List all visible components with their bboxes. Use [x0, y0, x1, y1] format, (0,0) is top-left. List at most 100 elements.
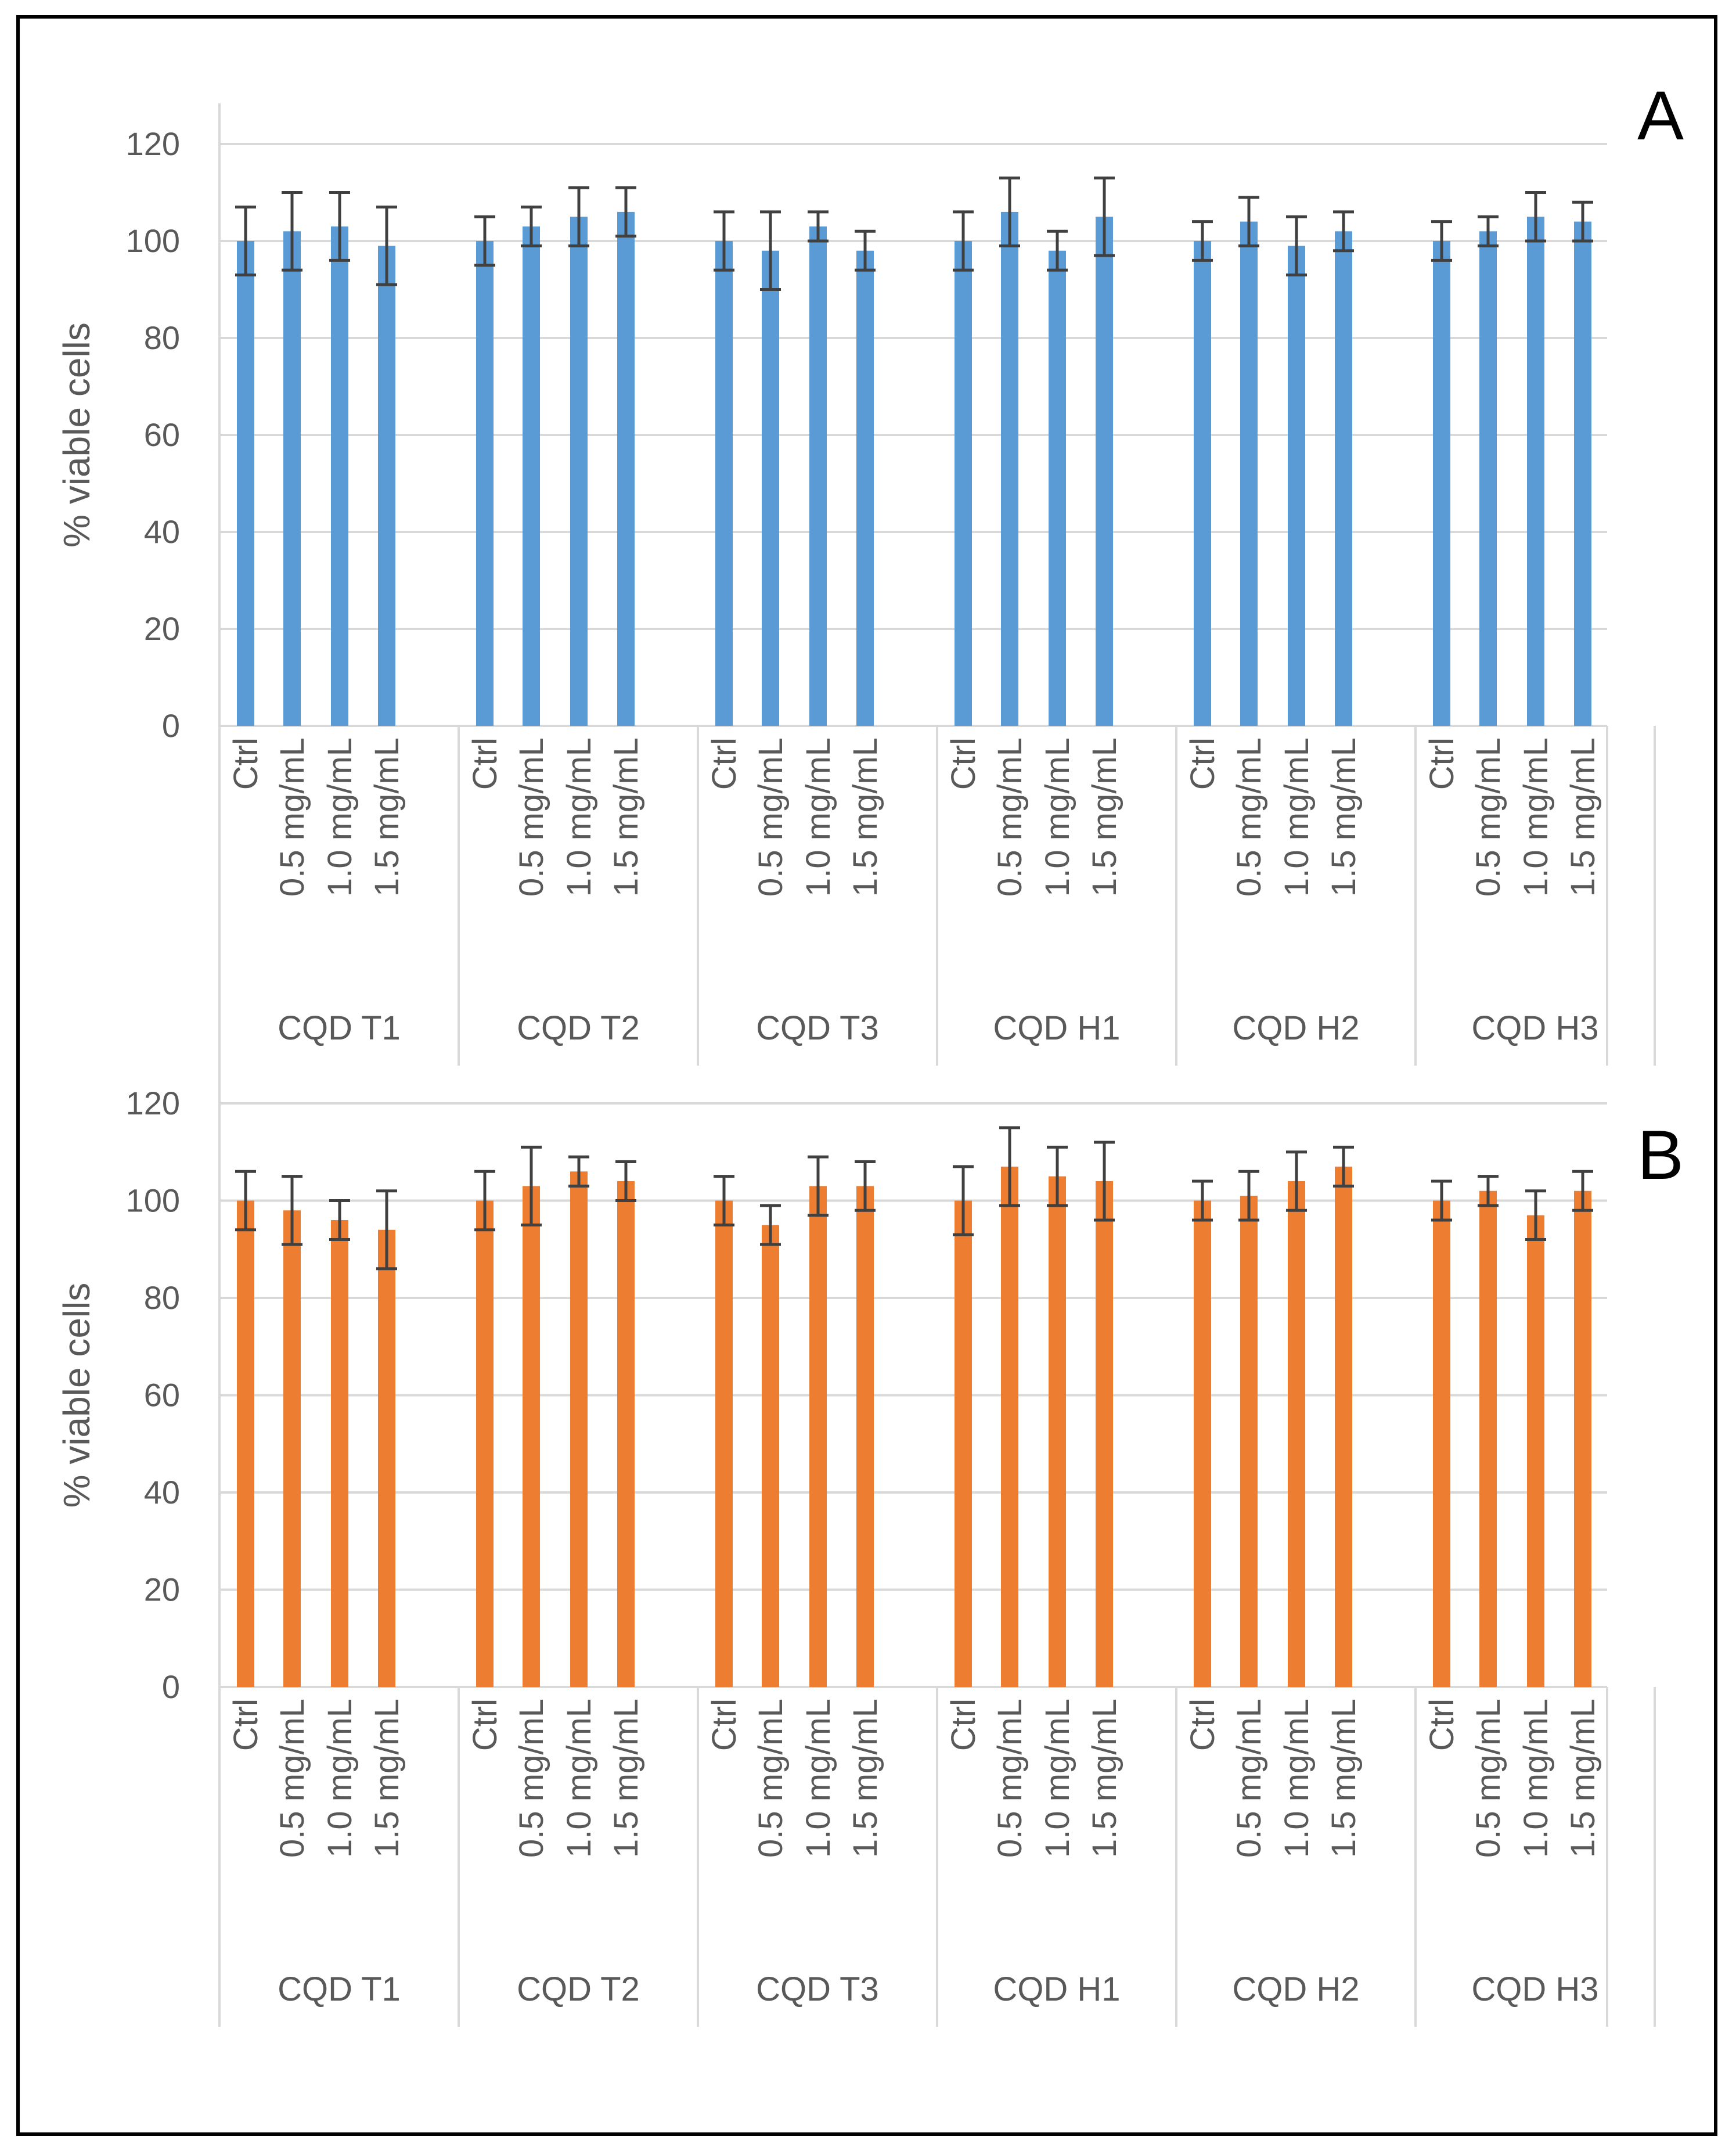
x-tick-label: Ctrl — [705, 738, 743, 790]
chart-panel-a: 0 20 40 60 80 100 120 % viable cells A CQD T1 Ctrl… — [56, 77, 1684, 1066]
bar — [283, 1210, 301, 1687]
y-tick-label: 80 — [144, 1279, 180, 1316]
panel-label: B — [1637, 1116, 1684, 1194]
group-label: CQD H3 — [1471, 1009, 1598, 1047]
x-tick-label: Ctrl — [466, 738, 504, 790]
bar — [523, 1186, 540, 1687]
x-tick-label: Ctrl — [466, 1699, 504, 1751]
x-tick-label: 0.5 mg/mL — [513, 1699, 550, 1858]
bar — [237, 1200, 254, 1687]
group-label: CQD H1 — [993, 1970, 1120, 2008]
x-tick-label: Ctrl — [945, 738, 982, 790]
bar — [1288, 1181, 1305, 1687]
bar — [1574, 221, 1591, 726]
x-tick-label: 0.5 mg/mL — [991, 738, 1029, 897]
x-tick-label: 0.5 mg/mL — [273, 1699, 311, 1858]
bar — [1049, 250, 1066, 726]
bar — [476, 1200, 494, 1687]
group-label: CQD T1 — [278, 1009, 401, 1047]
bar — [1433, 1200, 1450, 1687]
bar — [1240, 221, 1258, 726]
x-tick-label: 1.5 mg/mL — [368, 1699, 406, 1858]
bar — [809, 1186, 827, 1687]
bar — [378, 1229, 395, 1687]
group-label: CQD H3 — [1471, 1970, 1598, 2008]
group-label: CQD T1 — [278, 1970, 401, 2008]
y-tick-label: 20 — [144, 1571, 180, 1608]
bar — [1335, 1166, 1352, 1687]
group-label: CQD T2 — [517, 1970, 640, 2008]
chart-panel-b: 0 20 40 60 80 100 120 % viable cells B CQD T1 Ctrl… — [56, 1063, 1684, 2027]
x-tick-label: 1.0 mg/mL — [1517, 738, 1555, 897]
x-tick-label: 1.5 mg/mL — [607, 1699, 645, 1858]
bar — [283, 231, 301, 726]
x-tick-label: Ctrl — [1423, 1699, 1461, 1751]
y-tick-label: 100 — [126, 222, 180, 259]
x-tick-label: 1.5 mg/mL — [1564, 1699, 1602, 1858]
x-tick-label: 1.0 mg/mL — [1039, 738, 1076, 897]
bar — [1433, 241, 1450, 726]
bar — [1194, 1200, 1211, 1687]
panel-label: A — [1637, 77, 1684, 154]
bar — [1479, 231, 1497, 726]
x-tick-label: 1.5 mg/mL — [847, 1699, 884, 1858]
group-label: CQD H2 — [1232, 1970, 1359, 2008]
bar — [523, 226, 540, 726]
bar — [570, 217, 588, 726]
bar — [762, 250, 779, 726]
bar — [1049, 1176, 1066, 1687]
bar — [1527, 217, 1544, 726]
x-tick-label: 1.5 mg/mL — [1086, 738, 1123, 897]
bar — [762, 1225, 779, 1687]
x-tick-label: 1.5 mg/mL — [1564, 738, 1602, 897]
y-tick-label: 40 — [144, 513, 180, 550]
y-axis-title: % viable cells — [56, 1283, 98, 1508]
x-tick-label: 0.5 mg/mL — [1470, 738, 1507, 897]
x-tick-label: 1.0 mg/mL — [321, 1699, 359, 1858]
x-tick-label: 1.0 mg/mL — [1517, 1699, 1555, 1858]
x-tick-label: 0.5 mg/mL — [1230, 1699, 1268, 1858]
x-tick-label: Ctrl — [705, 1699, 743, 1751]
bar — [378, 246, 395, 726]
bar — [1479, 1190, 1497, 1687]
x-tick-label: Ctrl — [1184, 738, 1222, 790]
x-tick-label: 1.5 mg/mL — [847, 738, 884, 897]
x-tick-label: Ctrl — [1184, 1699, 1222, 1751]
bar — [617, 1181, 635, 1687]
bar — [1096, 217, 1113, 726]
bar — [1288, 246, 1305, 726]
x-tick-label: Ctrl — [227, 1699, 265, 1751]
bar — [1335, 231, 1352, 726]
bar — [955, 1200, 972, 1687]
y-tick-label: 0 — [162, 1668, 180, 1705]
group-label: CQD T2 — [517, 1009, 640, 1047]
x-tick-label: 1.0 mg/mL — [799, 1699, 837, 1858]
y-tick-label: 0 — [162, 707, 180, 744]
bar — [331, 226, 348, 726]
bar — [809, 226, 827, 726]
y-tick-label: 60 — [144, 1377, 180, 1413]
bar — [331, 1220, 348, 1687]
x-tick-label: 1.0 mg/mL — [799, 738, 837, 897]
bar — [1240, 1196, 1258, 1687]
bar — [237, 241, 254, 726]
x-tick-label: 0.5 mg/mL — [1230, 738, 1268, 897]
bar — [1001, 1166, 1018, 1687]
y-tick-label: 40 — [144, 1474, 180, 1510]
group-label: CQD H1 — [993, 1009, 1120, 1047]
x-tick-label: Ctrl — [227, 738, 265, 790]
x-tick-label: 1.0 mg/mL — [1278, 1699, 1316, 1858]
bar — [1194, 241, 1211, 726]
x-tick-label: 1.5 mg/mL — [1325, 1699, 1363, 1858]
x-tick-label: Ctrl — [1423, 738, 1461, 790]
x-tick-label: Ctrl — [945, 1699, 982, 1751]
bar — [715, 241, 733, 726]
x-tick-label: 0.5 mg/mL — [1470, 1699, 1507, 1858]
bar — [955, 241, 972, 726]
x-tick-label: 1.0 mg/mL — [1039, 1699, 1076, 1858]
x-tick-label: 0.5 mg/mL — [513, 738, 550, 897]
y-tick-label: 100 — [126, 1182, 180, 1219]
x-tick-label: 1.0 mg/mL — [560, 738, 598, 897]
y-tick-label: 20 — [144, 610, 180, 647]
